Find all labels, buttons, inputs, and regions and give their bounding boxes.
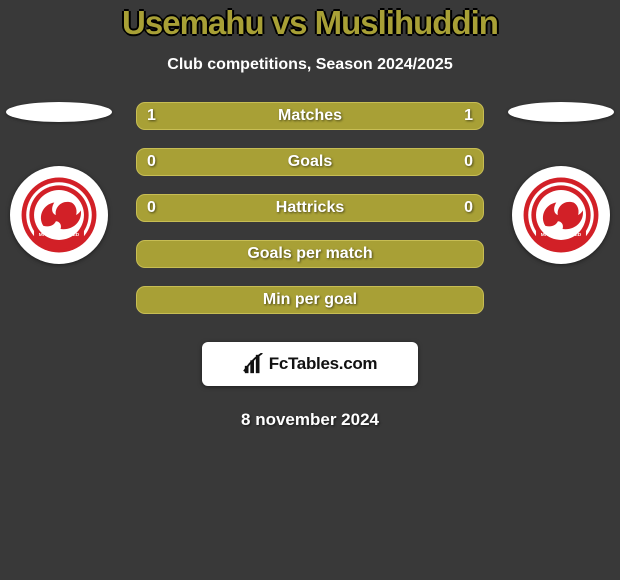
stat-label: Hattricks [276,199,344,217]
stat-row: 0 Goals 0 [136,148,484,176]
stat-right-value: 1 [464,107,473,125]
stat-row: Goals per match [136,240,484,268]
stage: MADURA UNITED MADURA UNITED 1 Matches 1 0 Go… [0,102,620,314]
stat-row: 0 Hattricks 0 [136,194,484,222]
stat-label: Goals per match [247,245,372,263]
stat-label: Goals [288,153,332,171]
player-left: MADURA UNITED [4,102,114,264]
avatar-placeholder [6,102,112,122]
brand-text: FcTables.com [269,354,378,374]
comparison-card: Usemahu vs Muslihuddin Club competitions… [0,0,620,430]
stat-left-value: 1 [147,107,156,125]
club-badge-left: MADURA UNITED [10,166,108,264]
stat-row: Min per goal [136,286,484,314]
madura-badge-icon: MADURA UNITED [20,176,98,254]
svg-text:MADURA UNITED: MADURA UNITED [541,232,582,238]
stat-right-value: 0 [464,153,473,171]
player-right: MADURA UNITED [506,102,616,264]
club-badge-right: MADURA UNITED [512,166,610,264]
subtitle: Club competitions, Season 2024/2025 [0,56,620,74]
bars-icon [243,353,265,375]
page-title: Usemahu vs Muslihuddin [0,4,620,42]
madura-badge-icon: MADURA UNITED [522,176,600,254]
stat-left-value: 0 [147,153,156,171]
stats-list: 1 Matches 1 0 Goals 0 0 Hattricks 0 Goals per mat… [136,102,484,314]
svg-text:MADURA UNITED: MADURA UNITED [39,232,80,238]
stat-right-value: 0 [464,199,473,217]
brand-card[interactable]: FcTables.com [202,342,418,386]
stat-row: 1 Matches 1 [136,102,484,130]
stat-label: Min per goal [263,291,357,309]
avatar-placeholder [508,102,614,122]
date-footer: 8 november 2024 [0,410,620,430]
stat-left-value: 0 [147,199,156,217]
stat-label: Matches [278,107,342,125]
